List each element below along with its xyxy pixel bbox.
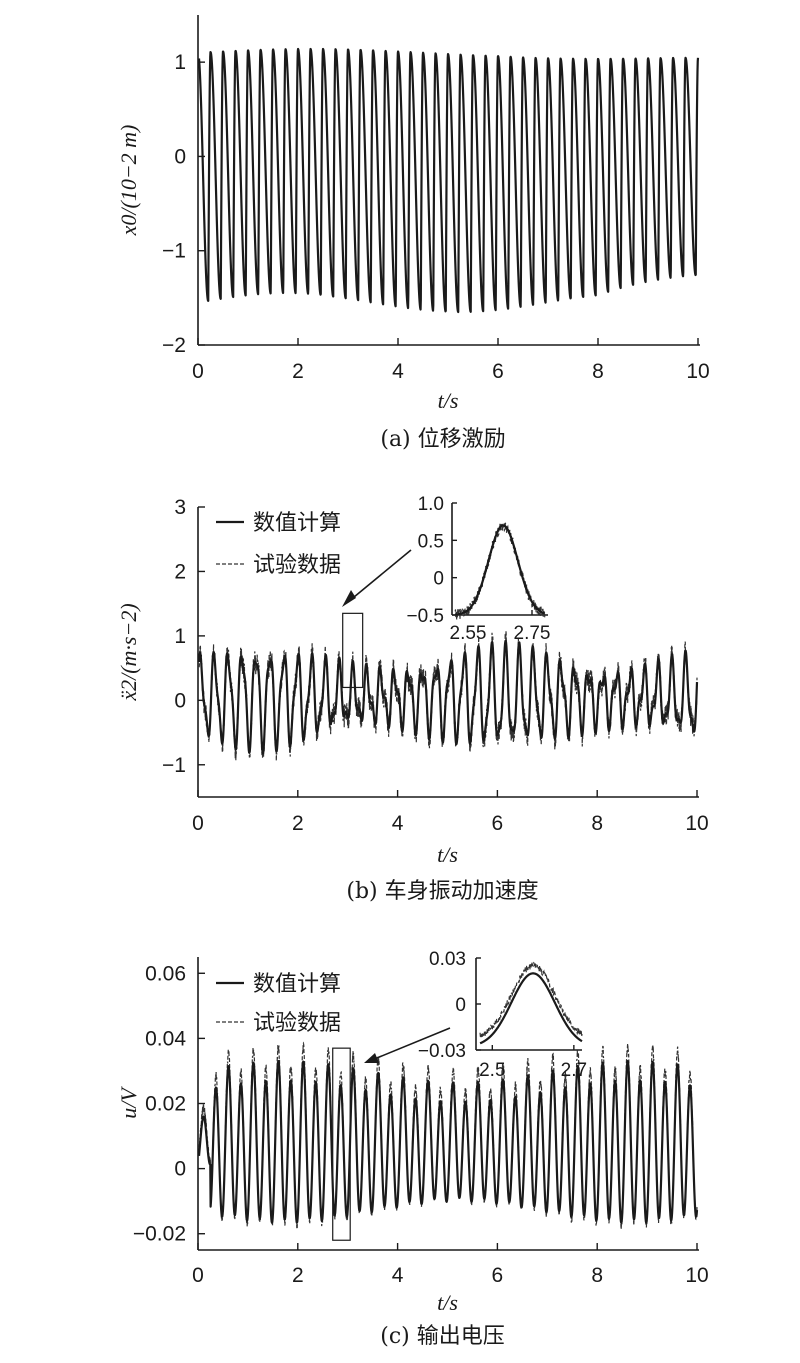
x-axis-label: t/s	[437, 1290, 458, 1315]
x-tick-label: 6	[492, 360, 504, 383]
series-line-simulation	[197, 1060, 699, 1224]
zoom-arrow	[347, 549, 412, 603]
x-tick-label: 10	[686, 360, 709, 383]
x-tick-label: 2	[292, 360, 304, 383]
x-tick-label: 8	[592, 360, 604, 383]
x-tick-label: 10	[685, 812, 708, 835]
inset-line-simulation	[454, 524, 546, 616]
inset-line-experiment	[479, 961, 583, 1039]
x-tick-label: 0	[192, 812, 204, 835]
y-tick-label: −1	[162, 754, 186, 777]
y-tick-label: 2	[174, 560, 186, 583]
legend-label-simulation: 数值计算	[253, 511, 341, 536]
y-tick-label: 0	[174, 145, 186, 168]
caption: (a) 位移激励	[380, 427, 505, 452]
x-axis-label: t/s	[437, 842, 458, 867]
y-tick-label: 1	[174, 51, 186, 74]
inset-line-simulation	[479, 972, 583, 1045]
y-tick-label: 0.02	[145, 1093, 186, 1116]
x-axis-label: t/s	[438, 388, 459, 413]
inset-y-tick-label: 0.5	[418, 531, 444, 552]
zoom-arrow	[371, 1027, 451, 1061]
inset-y-tick-label: 1.0	[418, 494, 444, 515]
y-tick-label: −0.02	[133, 1223, 186, 1246]
x-tick-label: 2	[292, 812, 304, 835]
panel-b: 0 2 4 6 8 10 −1 0 1 2 3 t/s ẍ2/(m·s−2) (b) 车身振动加速度 数值计…	[116, 494, 709, 904]
y-tick-label: −2	[162, 334, 186, 357]
inset-y-tick-label: 0	[433, 569, 444, 590]
panel-c: 0 2 4 6 8 10 −0.02 0 0.02 0.04 0.06 t/s u/V (c) 输出电压 数…	[116, 949, 709, 1349]
inset: 2.5 2.7 0.03 0 −0.03	[418, 949, 587, 1081]
y-tick-label: 0	[174, 1158, 186, 1181]
caption: (b) 车身振动加速度	[346, 879, 538, 904]
x-tick-label: 6	[492, 812, 504, 835]
zoom-box	[332, 1047, 351, 1241]
inset-x-tick-label: 2.7	[561, 1060, 587, 1081]
inset-y-tick-label: 0.03	[429, 949, 466, 970]
x-tick-label: 10	[685, 1264, 708, 1287]
y-axis-label: ẍ2/(m·s−2)	[116, 603, 141, 701]
inset-x-tick-label: 2.5	[479, 1060, 505, 1081]
inset: 2.55 2.75 1.0 0.5 0 −0.5	[406, 494, 550, 644]
y-tick-label: 0.06	[145, 962, 186, 985]
x-tick-label: 4	[392, 812, 404, 835]
zoom-arrow-head	[364, 1053, 379, 1063]
x-tick-label: 2	[292, 1264, 304, 1287]
x-tick-label: 0	[192, 360, 204, 383]
inset-x-tick-label: 2.55	[450, 623, 487, 644]
x-tick-label: 8	[591, 1264, 603, 1287]
legend-label-experiment: 试验数据	[253, 553, 341, 578]
y-tick-label: 1	[174, 625, 186, 648]
series-line-excitation	[197, 47, 700, 314]
inset-line-experiment	[454, 522, 546, 620]
inset-x-tick-label: 2.75	[514, 623, 551, 644]
x-tick-label: 6	[492, 1264, 504, 1287]
legend-label-simulation: 数值计算	[253, 972, 341, 997]
y-tick-label: 3	[174, 496, 186, 519]
panel-a: 0 2 4 6 8 10 −2 −1 0 1 t/s x0/(10−2 m) (a) 位移激励	[116, 15, 710, 452]
zoom-box	[342, 612, 364, 689]
series-line-simulation	[197, 639, 699, 755]
caption: (c) 输出电压	[380, 1324, 504, 1349]
x-tick-label: 4	[392, 1264, 404, 1287]
y-tick-label: 0.04	[145, 1027, 186, 1050]
y-axis-label: u/V	[116, 1086, 141, 1119]
y-tick-label: −1	[162, 240, 186, 263]
x-tick-label: 0	[192, 1264, 204, 1287]
legend-label-experiment: 试验数据	[253, 1011, 341, 1036]
inset-y-tick-label: −0.03	[418, 1041, 466, 1062]
inset-y-tick-label: −0.5	[406, 606, 444, 627]
x-tick-label: 4	[392, 360, 404, 383]
inset-y-tick-label: 0	[455, 995, 466, 1016]
y-tick-label: 0	[174, 689, 186, 712]
x-tick-label: 8	[591, 812, 603, 835]
y-axis-label: x0/(10−2 m)	[116, 125, 141, 237]
zoom-arrow-head	[342, 590, 356, 607]
